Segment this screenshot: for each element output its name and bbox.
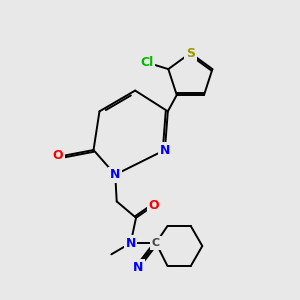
Text: C: C [152, 238, 160, 248]
Text: O: O [52, 149, 63, 162]
Text: O: O [148, 199, 159, 212]
Text: N: N [133, 261, 143, 274]
Text: N: N [160, 143, 170, 157]
Text: S: S [186, 46, 195, 60]
Text: N: N [125, 236, 136, 250]
Text: N: N [110, 168, 120, 181]
Text: Cl: Cl [140, 56, 154, 69]
